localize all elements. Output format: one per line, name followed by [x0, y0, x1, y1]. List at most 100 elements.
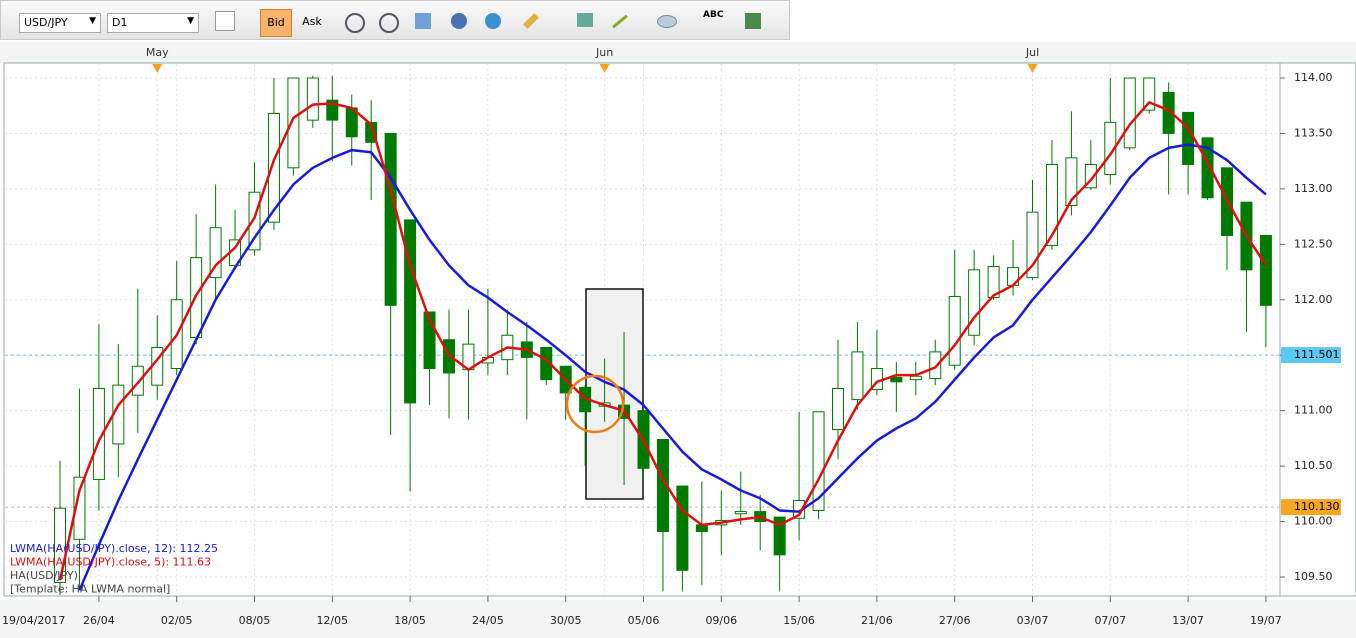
- zoom-out[interactable]: [379, 13, 399, 33]
- candle-body: [812, 411, 825, 511]
- candle-body: [929, 351, 942, 380]
- candle-body: [968, 269, 981, 336]
- symbol-select[interactable]: USD/JPY ▼: [19, 13, 101, 33]
- candle-body: [637, 410, 650, 469]
- candle-body: [267, 112, 280, 223]
- x-tick-label: 21/06: [861, 614, 893, 627]
- x-tick-label: 18/05: [394, 614, 426, 627]
- candle-body: [948, 295, 961, 366]
- candle-body: [170, 299, 183, 370]
- candle-body: [656, 438, 669, 533]
- candle-body: [695, 524, 708, 533]
- month-label: May: [146, 46, 169, 59]
- candle-body: [248, 191, 261, 251]
- candle-body: [404, 219, 417, 404]
- candle-body: [131, 365, 144, 396]
- y-tick-label: 113.50: [1294, 126, 1333, 139]
- month-marker: [152, 64, 163, 73]
- candle-body: [229, 239, 242, 266]
- candle-body: [579, 386, 592, 413]
- candle-body: [890, 376, 903, 383]
- candle-body: [443, 339, 455, 374]
- candle-body: [384, 132, 397, 306]
- candle-body: [1143, 77, 1156, 111]
- candle-body: [345, 107, 358, 138]
- candle-body: [598, 402, 611, 407]
- legend-entry: LWMA(HA(USD/JPY).close, 5): 111.63: [10, 556, 211, 569]
- y-tick-label: 112.50: [1294, 237, 1333, 250]
- x-tick-label: 26/04: [83, 614, 115, 627]
- price-tag-label: 110.130: [1294, 500, 1340, 513]
- price-tag: [1281, 499, 1341, 516]
- candle-body: [92, 387, 105, 480]
- bid-label: Bid: [267, 16, 285, 29]
- month-marker: [599, 64, 610, 73]
- candle-body: [151, 346, 164, 386]
- picture[interactable]: [577, 13, 593, 27]
- timeframe: D1: [112, 16, 128, 29]
- x-tick-label: 15/06: [783, 614, 815, 627]
- candle-body: [773, 516, 786, 556]
- candle-body: [481, 356, 494, 364]
- candle-body: [1182, 111, 1195, 165]
- candle-body: [909, 375, 922, 381]
- x-tick-label: 09/06: [705, 614, 737, 627]
- price-tag-label: 111.501: [1294, 348, 1340, 361]
- x-tick-label: 08/05: [239, 614, 271, 627]
- candle-body: [734, 511, 747, 515]
- candle-body: [793, 499, 806, 519]
- highlight-box: [585, 288, 644, 500]
- candle-body: [326, 99, 339, 121]
- hierarchy[interactable]: [745, 13, 761, 29]
- candle-body: [832, 387, 844, 431]
- candle-body: [540, 346, 553, 381]
- candle-body: [520, 341, 533, 358]
- candle-body: [559, 365, 572, 394]
- candle-body: [754, 511, 767, 523]
- lwma-line: [78, 143, 1267, 591]
- globe[interactable]: [485, 13, 501, 29]
- candle-body: [423, 311, 436, 370]
- candle-body: [1065, 157, 1078, 207]
- candle-body: [365, 121, 378, 143]
- legend-entry: LWMA(HA(USD/JPY).close, 12): 112.25: [10, 542, 218, 555]
- y-tick-label: 109.50: [1294, 570, 1333, 583]
- candle-body: [73, 476, 86, 540]
- toolbar: USD/JPY ▼ D1 ▼ Bid Ask ABC: [0, 0, 790, 40]
- candle-body: [618, 404, 631, 419]
- edit[interactable]: [415, 13, 431, 29]
- candle-body: [1162, 91, 1175, 134]
- x-tick-label: 24/05: [472, 614, 504, 627]
- x-tick-label: 07/07: [1094, 614, 1126, 627]
- legend-entry: [Template: HA LWMA normal]: [10, 583, 170, 596]
- timeframe-select[interactable]: D1 ▼: [107, 13, 199, 33]
- x-tick-label: 19/07: [1250, 614, 1282, 627]
- month-label: Jul: [1025, 46, 1039, 59]
- y-tick-label: 113.00: [1294, 182, 1333, 195]
- candle-body: [1007, 267, 1020, 286]
- chart-type-button[interactable]: [215, 11, 235, 31]
- candle-body: [190, 257, 203, 338]
- y-tick-label: 112.00: [1294, 293, 1333, 306]
- lwma-line: [58, 101, 1267, 581]
- ellipse-tool[interactable]: [657, 15, 677, 28]
- candle-body: [112, 384, 125, 445]
- zoom-in[interactable]: [345, 13, 365, 33]
- candle-body: [987, 266, 1000, 299]
- line-tool[interactable]: [612, 14, 628, 29]
- month-bar: [0, 42, 1356, 63]
- candle-body: [1123, 77, 1136, 149]
- text-tool[interactable]: ABC: [703, 10, 724, 20]
- bid-button[interactable]: Bid: [260, 9, 292, 37]
- ruler[interactable]: [523, 13, 539, 29]
- view[interactable]: [451, 13, 467, 29]
- candle-body: [1259, 234, 1272, 306]
- plot-frame: [3, 62, 1281, 597]
- ask-button[interactable]: Ask: [297, 9, 327, 37]
- candle-body: [1084, 163, 1097, 189]
- month-label: Jun: [595, 46, 613, 59]
- x-tick-label: 02/05: [161, 614, 193, 627]
- y-tick-label: 111.00: [1294, 404, 1333, 417]
